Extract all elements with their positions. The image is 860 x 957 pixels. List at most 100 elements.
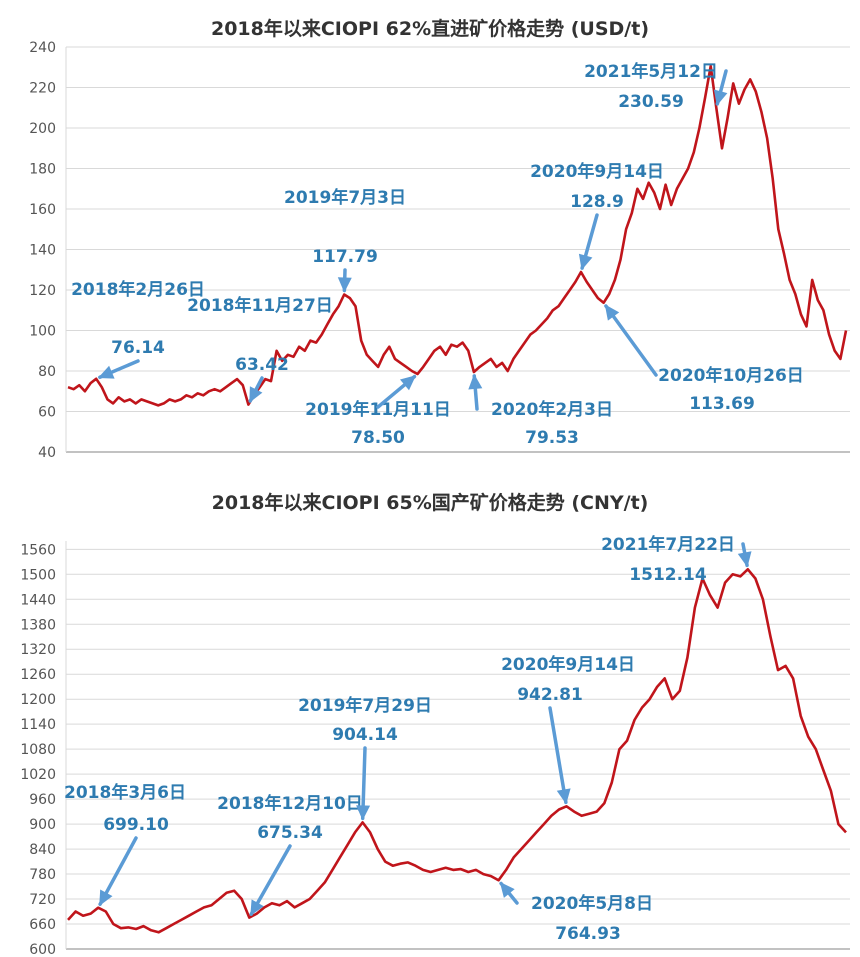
- y-tick-label: 1440: [20, 592, 56, 608]
- annotation: 2018年11月27日 63.42: [187, 295, 333, 403]
- annotation-arrow-head: [356, 805, 371, 821]
- annotation-arrow-head: [400, 375, 416, 391]
- grid-lines: [66, 46, 850, 453]
- annotation-value: 117.79: [312, 247, 378, 267]
- annotation-value: 699.10: [103, 815, 169, 835]
- y-tick-label: 720: [29, 892, 56, 908]
- annotations: 2018年3月6日699.102018年12月10日675.342019年7月2…: [64, 534, 752, 944]
- annotation-value: 904.14: [332, 725, 398, 745]
- y-tick-label: 120: [29, 283, 56, 299]
- grid-lines: [66, 548, 850, 950]
- annotation-date: 2018年3月6日: [64, 782, 186, 803]
- annotation-date: 2021年5月12日: [584, 61, 718, 82]
- annotation: 2019年7月29日 904.14: [298, 695, 432, 821]
- annotation-date: 2019年7月29日: [298, 695, 432, 716]
- x-axis: [65, 47, 850, 453]
- y-tick-label: 960: [29, 792, 56, 808]
- annotation-date: 2021年7月22日: [601, 534, 735, 555]
- price-line: [67, 64, 848, 407]
- annotation-arrow-head: [556, 788, 571, 805]
- y-tick-label: 1020: [20, 767, 56, 783]
- annotation-value: 79.53: [525, 428, 579, 448]
- annotation-date: 2018年11月27日: [187, 295, 333, 316]
- chart-usd: 2018年以来CIOPI 62%直进矿价格走势 (USD/t) 40 60 80 10…: [29, 17, 850, 461]
- annotation-arrow-head: [737, 551, 752, 568]
- annotation-value: 63.42: [235, 355, 289, 375]
- annotation-arrow-head: [604, 304, 620, 321]
- y-tick-label: 900: [29, 817, 56, 833]
- annotation-arrow-head: [578, 253, 593, 271]
- annotation: 2018年12月10日 675.34: [217, 793, 363, 916]
- annotation-arrow-head: [337, 277, 352, 293]
- annotation-value: 113.69: [689, 394, 755, 414]
- y-tick-label: 660: [29, 917, 56, 933]
- annotation-arrow-head: [468, 373, 483, 390]
- y-tick-label: 1080: [20, 742, 56, 758]
- annotation-value: 675.34: [257, 823, 323, 843]
- y-tick-label: 1560: [20, 542, 56, 558]
- annotation-value: 128.9: [570, 192, 624, 212]
- annotation-date: 2020年9月14日: [501, 654, 635, 675]
- annotation-date: 2018年12月10日: [217, 793, 363, 814]
- annotation-value: 230.59: [618, 92, 684, 112]
- annotation-arrow-head: [250, 899, 264, 916]
- y-tick-label: 220: [29, 81, 56, 97]
- annotation-value: 76.14: [111, 338, 165, 358]
- annotation: 2021年5月12日 230.59: [584, 61, 728, 112]
- annotation-value: 942.81: [517, 685, 583, 705]
- annotation: 2019年11月11日 78.50: [305, 374, 451, 448]
- y-tick-label: 600: [29, 942, 56, 957]
- annotation: 2019年7月3日 117.79: [284, 187, 406, 293]
- y-tick-label: 180: [29, 162, 56, 178]
- y-tick-label: 1200: [20, 692, 56, 708]
- annotation: 2020年9月14日 942.81: [501, 654, 635, 805]
- x-axis: [65, 541, 850, 950]
- chart-title: 2018年以来CIOPI 65%国产矿价格走势 (CNY/t): [212, 491, 649, 514]
- y-tick-label: 200: [29, 121, 56, 137]
- annotation-arrow-head: [499, 881, 515, 898]
- y-tick-label: 1320: [20, 642, 56, 658]
- annotation-date: 2020年2月3日: [491, 399, 613, 420]
- annotation-arrow-head: [98, 365, 115, 379]
- annotations: 2018年2月26日 76.14 2018年11月27日 63.42 2019年7月3日…: [71, 61, 804, 448]
- y-tick-label: 780: [29, 867, 56, 883]
- chart-cny: 2018年以来CIOPI 65%国产矿价格走势 (CNY/t) 600 660 72…: [20, 491, 850, 957]
- annotation: 2020年5月8日 764.93: [499, 881, 653, 944]
- annotation: 2020年10月26日 113.69: [604, 304, 804, 414]
- y-tick-label: 40: [38, 445, 56, 461]
- y-tick-label: 1500: [20, 567, 56, 583]
- annotation-value: 78.50: [351, 428, 405, 448]
- annotation: 2020年9月14日 128.9: [530, 161, 664, 271]
- annotation-arrow-shaft: [604, 304, 658, 377]
- y-tick-label: 80: [38, 364, 56, 380]
- annotation: 2020年2月3日 79.53: [468, 373, 613, 448]
- annotation: 2018年3月6日 699.10: [64, 782, 186, 906]
- annotation: 2018年2月26日 76.14: [71, 279, 205, 379]
- annotation-arrow-shaft: [249, 844, 292, 916]
- annotation-arrow-head: [713, 89, 728, 106]
- price-line: [67, 568, 847, 934]
- annotation-arrow-head: [249, 386, 263, 403]
- y-tick-label: 60: [38, 405, 56, 421]
- y-tick-label: 840: [29, 842, 56, 858]
- annotation-date: 2020年10月26日: [658, 365, 804, 386]
- annotation-date: 2019年7月3日: [284, 187, 406, 208]
- y-axis-ticks: 40 60 80 100 120 140 160 180 200 220 240: [29, 40, 56, 461]
- annotation-arrow-head: [99, 889, 113, 906]
- y-tick-label: 160: [29, 202, 56, 218]
- y-tick-label: 140: [29, 243, 56, 259]
- annotation-arrow-shaft: [548, 706, 568, 805]
- y-tick-label: 1260: [20, 667, 56, 683]
- annotation-value: 1512.14: [629, 565, 707, 585]
- annotation-date: 2020年5月8日: [531, 893, 653, 914]
- y-tick-label: 100: [29, 324, 56, 340]
- chart-title: 2018年以来CIOPI 62%直进矿价格走势 (USD/t): [211, 17, 649, 40]
- annotation-value: 764.93: [555, 924, 621, 944]
- annotation-date: 2018年2月26日: [71, 279, 205, 300]
- annotation: 2021年7月22日 1512.14: [601, 534, 752, 585]
- y-axis-ticks: 600 660 720 780 840 900 960 1020 1080 1140 1200 126…: [20, 542, 56, 957]
- annotation-date: 2020年9月14日: [530, 161, 664, 182]
- y-tick-label: 1140: [20, 717, 56, 733]
- annotation-date: 2019年11月11日: [305, 399, 451, 420]
